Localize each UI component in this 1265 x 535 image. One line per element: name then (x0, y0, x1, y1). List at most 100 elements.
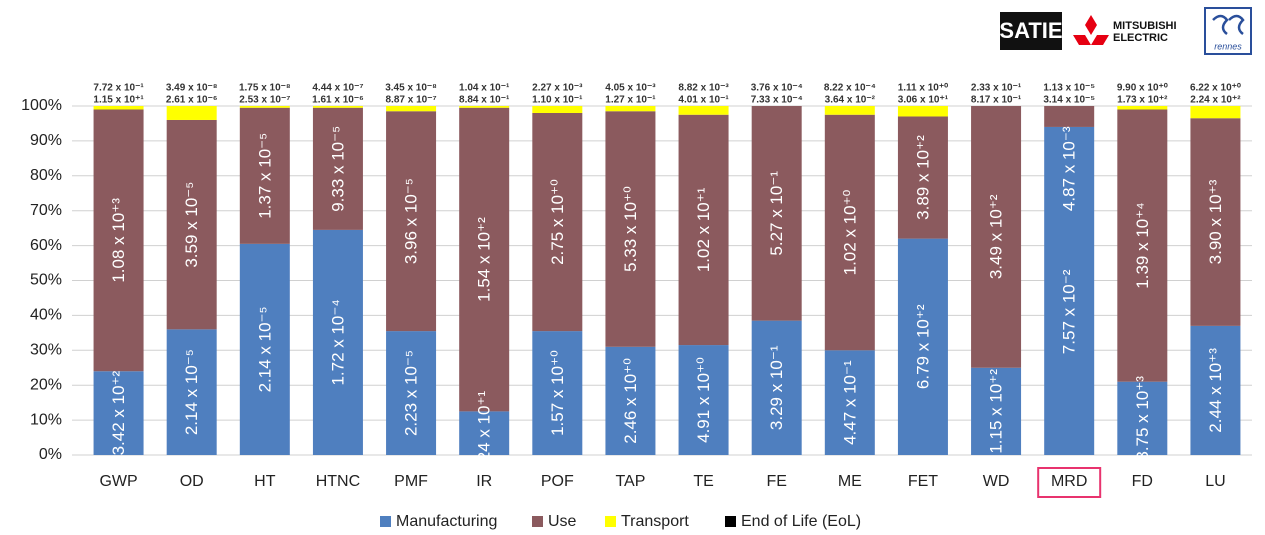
x-tick-label: IR (476, 473, 492, 490)
x-tick-label: TE (693, 473, 713, 490)
segment-label: 5.33 x 10⁺⁰ (621, 186, 640, 272)
segment-label: 7.57 x 10⁻² (1060, 269, 1079, 354)
segment-label: 2.14 x 10⁻⁵ (182, 349, 201, 435)
segment-label: 1.54 x 10⁺² (475, 217, 494, 302)
transport-label: 1.10 x 10⁻¹ (532, 95, 583, 106)
bar-segment (532, 331, 583, 455)
eol-label: 3.76 x 10⁻⁴ (751, 83, 803, 94)
bar-segment (605, 106, 656, 112)
transport-label: 3.06 x 10⁺¹ (898, 95, 949, 106)
bar-segment (1190, 325, 1241, 455)
eol-label: 3.49 x 10⁻⁸ (166, 83, 218, 94)
satie-text: SATIE (999, 18, 1062, 43)
segment-label: 2.14 x 10⁻⁵ (255, 306, 274, 392)
x-tick-label: TAP (615, 473, 645, 490)
transport-label: 1.27 x 10⁻¹ (605, 95, 656, 106)
eol-label: 9.90 x 10⁺⁰ (1117, 83, 1168, 94)
bar-segment (897, 238, 948, 455)
bar-segment (824, 106, 875, 115)
bar-segment (532, 112, 583, 332)
transport-label: 8.17 x 10⁻¹ (971, 95, 1022, 106)
eol-label: 6.22 x 10⁺⁰ (1190, 83, 1241, 94)
logos: SATIE MITSUBISHI ELECTRIC rennes (999, 7, 1252, 55)
legend-swatch (532, 516, 543, 527)
bar-segment (605, 346, 656, 455)
segment-label: 1.15 x 10⁺² (987, 369, 1006, 454)
transport-label: 2.24 x 10⁺² (1190, 95, 1241, 106)
bar-segment (312, 107, 363, 230)
segment-label: 3.29 x 10⁻¹ (767, 345, 786, 430)
bar-segment (532, 106, 583, 113)
bar-segment (1044, 126, 1095, 455)
x-tick-label: PMF (394, 473, 428, 490)
mitsubishi-text: ELECTRIC (1113, 32, 1168, 44)
transport-label: 4.01 x 10⁻¹ (678, 95, 729, 106)
eol-label: 1.04 x 10⁻¹ (459, 83, 510, 94)
segment-label: 2.24 x 10⁺¹ (475, 391, 494, 476)
segment-label: 4.47 x 10⁻¹ (840, 360, 859, 445)
y-tick-label: 10% (30, 411, 62, 428)
segment-label: 3.75 x 10⁺³ (1133, 376, 1152, 461)
x-tick-label: POF (541, 473, 574, 490)
transport-label: 8.87 x 10⁻⁷ (386, 95, 437, 106)
segment-label: 1.57 x 10⁺⁰ (548, 350, 567, 436)
legend-swatch (725, 516, 736, 527)
bar-segment (93, 106, 144, 110)
eol-label: 8.22 x 10⁻⁴ (824, 83, 876, 94)
segment-label: 2.46 x 10⁺⁰ (621, 358, 640, 444)
segment-label: 4.87 x 10⁻³ (1060, 126, 1079, 211)
bar-segment (1190, 118, 1241, 326)
bar-segment (824, 114, 875, 351)
x-tick-label: FE (766, 473, 786, 490)
segment-label: 2.44 x 10⁺³ (1206, 348, 1225, 433)
segment-label: 3.59 x 10⁻⁵ (182, 182, 201, 268)
legend-label: End of Life (EoL) (741, 513, 861, 530)
y-tick-label: 50% (30, 272, 62, 289)
ens-logo (1204, 7, 1252, 55)
legend-swatch (605, 516, 616, 527)
y-tick-label: 70% (30, 202, 62, 219)
eol-label: 1.13 x 10⁻⁵ (1043, 83, 1095, 94)
x-tick-label: HT (254, 473, 276, 490)
bar-segment (897, 106, 948, 117)
satie-logo (1000, 12, 1062, 50)
y-tick-label: 100% (21, 97, 62, 114)
transport-label: 3.14 x 10⁻⁵ (1043, 95, 1095, 106)
eol-label: 4.05 x 10⁻³ (605, 83, 656, 94)
bar-segment (824, 350, 875, 455)
bar-segment (971, 367, 1022, 455)
x-tick-label: FET (908, 473, 938, 490)
mitsubishi-diamond (1073, 35, 1091, 45)
bar-segment (459, 107, 510, 412)
bar-segment (93, 371, 144, 455)
legend-label: Use (548, 513, 577, 530)
eol-label: 8.82 x 10⁻³ (678, 83, 729, 94)
bar-segment (1117, 381, 1168, 455)
bar-segment (459, 411, 510, 455)
segment-label: 2.23 x 10⁻⁵ (402, 350, 421, 436)
bar-segment (678, 106, 729, 115)
segment-label: 3.49 x 10⁺² (987, 194, 1006, 279)
bar-segment (678, 114, 729, 346)
segment-label: 2.75 x 10⁺⁰ (548, 179, 567, 265)
bar-segment (1117, 109, 1168, 382)
x-tick-label: HTNC (316, 473, 360, 490)
x-tick-label: OD (180, 473, 204, 490)
bar-segment (1044, 106, 1095, 127)
transport-label: 7.33 x 10⁻⁴ (751, 95, 803, 106)
segment-label: 3.89 x 10⁺² (913, 135, 932, 220)
bar-segment (239, 107, 290, 244)
segment-label: 3.96 x 10⁻⁵ (402, 178, 421, 264)
segment-label: 3.42 x 10⁺² (109, 370, 128, 455)
bar-segment (897, 116, 948, 239)
y-tick-label: 60% (30, 237, 62, 254)
legend-label: Transport (621, 513, 689, 530)
segment-label: 9.33 x 10⁻⁵ (328, 126, 347, 212)
y-tick-label: 90% (30, 132, 62, 149)
bar-segment (312, 106, 363, 108)
transport-label: 3.64 x 10⁻² (825, 95, 876, 106)
bar-segment (605, 111, 656, 347)
bar-segment (1117, 106, 1168, 110)
bar-segment (239, 243, 290, 455)
